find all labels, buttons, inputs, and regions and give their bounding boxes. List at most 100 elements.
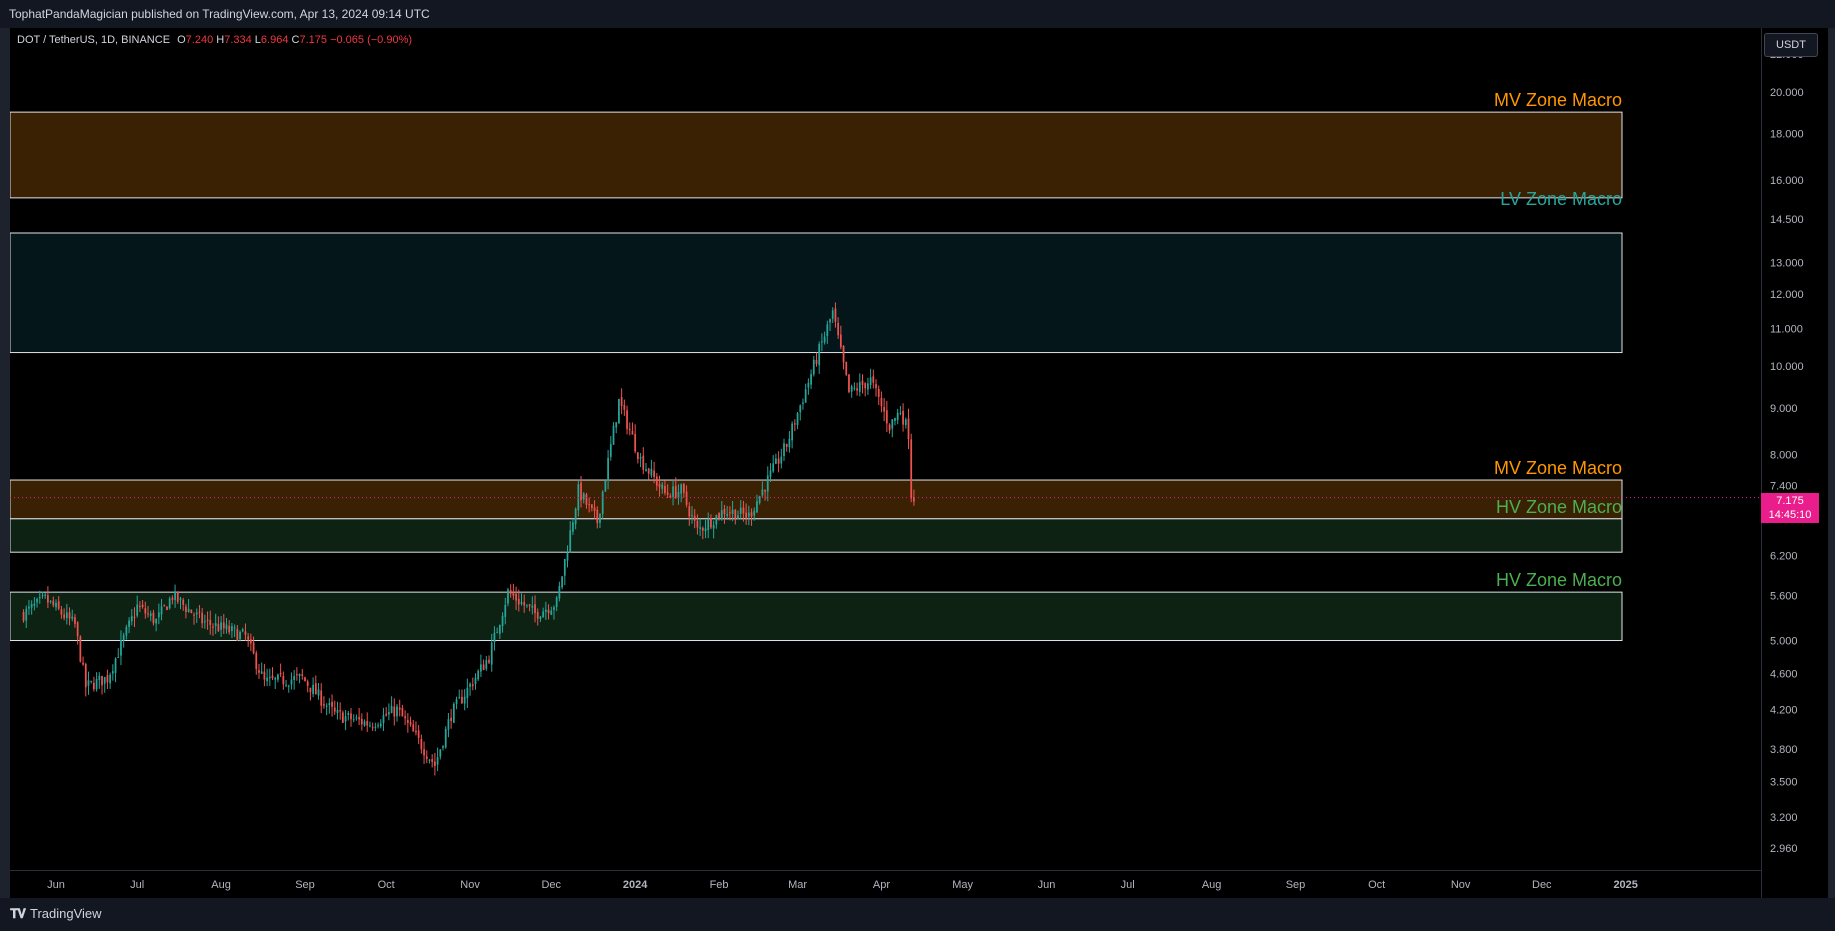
candle-body	[388, 712, 390, 715]
candle-body	[618, 398, 620, 424]
candle-body	[539, 616, 542, 619]
candle-body	[607, 457, 609, 481]
price-tick-label: 3.200	[1770, 812, 1798, 824]
candle-body	[193, 614, 195, 616]
candle-body	[49, 600, 52, 602]
last-price-value: 7.175	[1776, 495, 1804, 507]
candle-body	[753, 510, 756, 516]
candle-body	[569, 530, 572, 553]
candle-body	[788, 438, 791, 448]
candle-body	[152, 612, 155, 624]
candle-body	[631, 430, 634, 435]
candle-body	[247, 636, 250, 640]
candle-body	[198, 611, 201, 613]
candle-body	[723, 508, 726, 514]
candle-body	[144, 608, 147, 614]
time-tick-label: Oct	[1368, 879, 1385, 891]
candle-body	[585, 494, 588, 505]
price-chart[interactable]: MV Zone Macro LV Zone Macro MV Zone Macro H…	[10, 28, 1761, 870]
candle-body	[872, 376, 875, 383]
candle-body	[379, 723, 382, 727]
candle-body	[366, 720, 369, 726]
candle-body	[360, 718, 363, 725]
zones-layer	[10, 111, 1623, 642]
candle-body	[33, 603, 36, 606]
candle-body	[415, 730, 417, 733]
candle-body	[176, 591, 179, 602]
candle-body	[615, 422, 618, 428]
candle-body	[304, 677, 306, 681]
time-tick-label: Sep	[1286, 879, 1306, 891]
candle-body	[79, 636, 82, 662]
tradingview-logo[interactable]: 𝐓𝐕 TradingView	[10, 906, 102, 922]
candle-body	[377, 725, 379, 727]
candle-body	[904, 419, 907, 425]
candle-body	[729, 512, 731, 514]
candle-body	[498, 625, 501, 634]
time-axis[interactable]: Jun Jul Aug Sep Oct Nov Dec 2024 Feb Mar Apr May Jun…	[10, 870, 1761, 899]
candle-body	[772, 463, 775, 472]
candle-body	[344, 716, 347, 722]
candle-body	[899, 412, 902, 414]
candle-body	[179, 598, 182, 600]
candle-body	[390, 705, 393, 713]
candle-body	[731, 509, 734, 514]
candle-body	[712, 525, 715, 529]
time-tick-label: Dec	[1532, 879, 1552, 891]
candle-body	[482, 664, 485, 671]
candle-body	[877, 388, 880, 397]
candle-body	[672, 486, 674, 498]
candle-body	[888, 424, 891, 431]
candle-body	[745, 512, 748, 518]
zone-label: MV Zone Macro	[1494, 90, 1622, 110]
zone-label: HV Zone Macro	[1496, 497, 1622, 517]
candle-body	[385, 713, 388, 716]
candle-body	[642, 455, 645, 470]
symbol-legend[interactable]: DOT / TetherUS, 1D, BINANCE O7.240 H7.33…	[17, 34, 412, 46]
candle-body	[553, 607, 555, 610]
candle-body	[761, 489, 764, 496]
time-tick-label: 2025	[1613, 879, 1637, 891]
candle-body	[95, 678, 98, 690]
time-tick-label: Oct	[378, 879, 395, 891]
candle-body	[818, 344, 821, 366]
zone-box	[10, 232, 1623, 354]
candle-body	[839, 334, 842, 348]
candle-body	[812, 359, 815, 375]
time-tick-label: Nov	[1451, 879, 1471, 891]
candle-body	[423, 749, 425, 756]
candle-body	[480, 664, 482, 672]
candle-body	[190, 609, 193, 614]
candle-body	[653, 470, 655, 477]
candle-body	[255, 652, 258, 670]
candle-body	[785, 443, 788, 447]
bar-countdown: 14:45:10	[1768, 509, 1812, 521]
candle-body	[561, 576, 563, 588]
candle-body	[845, 361, 848, 375]
candle-body	[420, 738, 423, 750]
currency-button[interactable]: USDT	[1764, 33, 1818, 57]
candle-body	[661, 484, 664, 489]
candle-body	[902, 410, 904, 425]
candle-body	[504, 604, 507, 617]
candle-body	[263, 671, 266, 680]
candle-body	[401, 707, 404, 717]
candle-body	[249, 639, 252, 644]
candle-body	[163, 604, 166, 606]
candle-body	[650, 468, 653, 476]
candle-body	[910, 439, 913, 499]
candle-body	[382, 715, 385, 724]
candle-body	[157, 612, 160, 618]
candle-body	[783, 443, 785, 456]
candle-body	[766, 475, 769, 492]
candle-body	[117, 657, 120, 659]
close-label: C	[291, 34, 300, 46]
candle-body	[239, 631, 241, 640]
candle-body	[306, 681, 309, 686]
candle-body	[277, 674, 279, 680]
time-tick-label: Aug	[1202, 879, 1222, 891]
candle-body	[463, 696, 466, 704]
price-axis[interactable]: 22.00020.00018.00016.00014.50013.00012.0…	[1761, 28, 1828, 898]
symbol-name: DOT / TetherUS, 1D, BINANCE	[17, 34, 171, 46]
candle-body	[596, 509, 599, 524]
